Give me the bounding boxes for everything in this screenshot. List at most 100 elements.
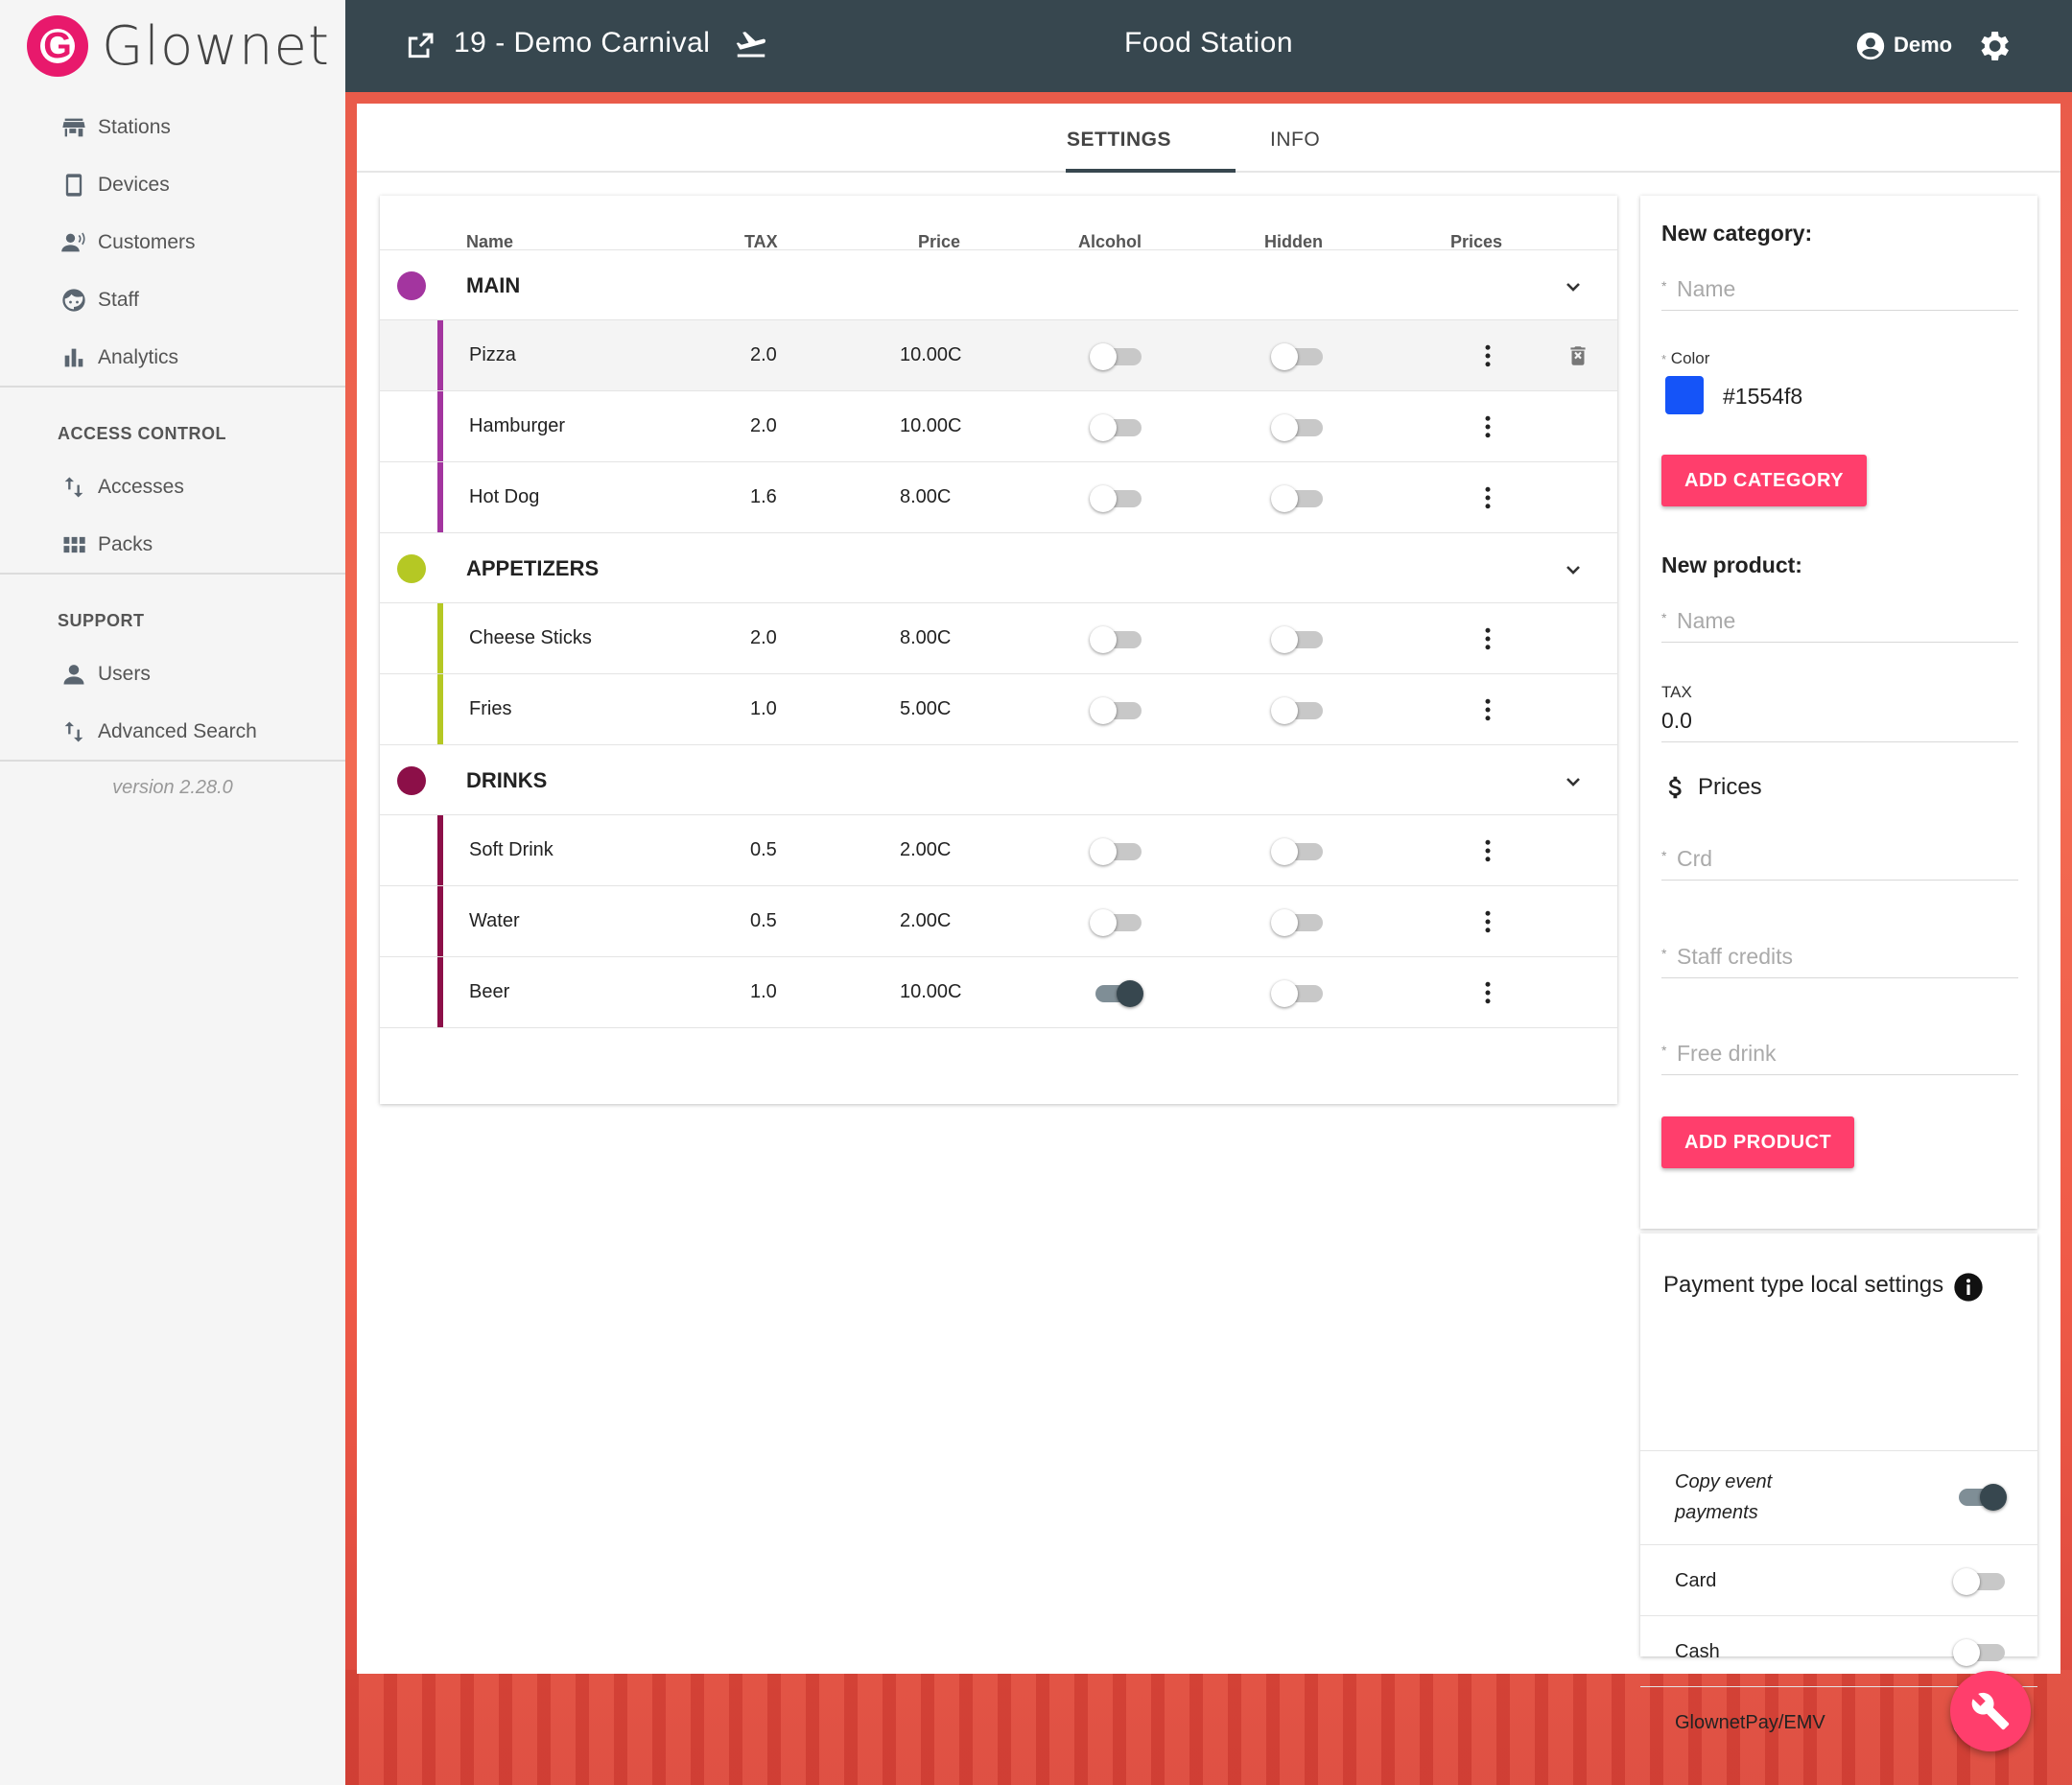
more-vert-icon[interactable] <box>1473 483 1502 512</box>
chevron-down-icon[interactable] <box>1562 275 1585 298</box>
toggle-knob <box>1090 626 1117 653</box>
required-mark: * <box>1661 1043 1667 1058</box>
flight-takeoff-icon[interactable] <box>734 27 768 61</box>
info-icon[interactable] <box>1953 1272 1984 1303</box>
payment-method-toggle[interactable] <box>1953 1639 2007 1666</box>
category-color-dot <box>397 766 426 795</box>
product-row[interactable]: Soft Drink 0.5 2.00C <box>380 814 1617 886</box>
more-vert-icon[interactable] <box>1473 412 1502 441</box>
chevron-down-icon[interactable] <box>1562 770 1585 793</box>
hidden-toggle[interactable] <box>1271 697 1325 724</box>
category-name-field[interactable]: * <box>1661 276 2018 311</box>
color-swatch[interactable] <box>1665 376 1704 414</box>
hidden-toggle[interactable] <box>1271 626 1325 653</box>
product-row[interactable]: Hot Dog 1.6 8.00C <box>380 461 1617 533</box>
sidebar-item-staff[interactable]: Staff <box>59 281 139 319</box>
product-row[interactable]: Water 0.5 2.00C <box>380 885 1617 957</box>
toggle-knob <box>1953 1568 1980 1595</box>
chevron-down-icon[interactable] <box>1562 558 1585 581</box>
user-name[interactable]: Demo <box>1894 33 1953 57</box>
product-row[interactable]: Pizza 2.0 10.00C <box>380 319 1617 391</box>
staff-credits-field[interactable]: * <box>1661 944 2018 978</box>
free-drink-field[interactable]: * <box>1661 1041 2018 1075</box>
event-title[interactable]: 19 - Demo Carnival <box>454 27 711 59</box>
more-vert-icon[interactable] <box>1473 695 1502 724</box>
required-mark: * <box>1661 278 1667 294</box>
gear-icon[interactable] <box>1974 27 2013 65</box>
toggle-knob <box>1090 414 1117 441</box>
tools-fab-button[interactable] <box>1950 1671 2031 1751</box>
copy-event-payments-toggle[interactable] <box>1953 1484 2007 1511</box>
product-row[interactable]: Cheese Sticks 2.0 8.00C <box>380 602 1617 674</box>
brand-logo[interactable]: Glownet <box>27 12 330 81</box>
swap-vertical-icon <box>59 473 88 502</box>
payment-method-label: Card <box>1675 1570 1717 1591</box>
category-color-bar <box>437 886 443 957</box>
sidebar-item-stations[interactable]: Stations <box>59 108 171 147</box>
payment-method-toggle[interactable] <box>1953 1568 2007 1595</box>
payment-method-row: Card <box>1640 1544 2037 1615</box>
hidden-toggle[interactable] <box>1271 980 1325 1007</box>
tax-input[interactable]: 0.0 <box>1661 708 2018 742</box>
delete-icon[interactable] <box>1566 342 1590 369</box>
product-row[interactable]: Hamburger 2.0 10.00C <box>380 390 1617 462</box>
tab-info[interactable]: INFO <box>1270 129 1321 151</box>
free-drink-input[interactable] <box>1661 1041 2018 1074</box>
sidebar-item-customers[interactable]: Customers <box>59 223 196 262</box>
alcohol-toggle[interactable] <box>1090 697 1143 724</box>
sidebar-item-devices[interactable]: Devices <box>59 166 170 204</box>
more-vert-icon[interactable] <box>1473 978 1502 1007</box>
crd-price-input[interactable] <box>1661 846 2018 880</box>
column-header-alcohol[interactable]: Alcohol <box>1078 232 1142 251</box>
sidebar-item-advanced-search[interactable]: Advanced Search <box>59 713 257 751</box>
face-icon <box>59 286 88 315</box>
more-vert-icon[interactable] <box>1473 341 1502 370</box>
sidebar-item-analytics[interactable]: Analytics <box>59 339 178 377</box>
more-vert-icon[interactable] <box>1473 624 1502 653</box>
category-row[interactable]: APPETIZERS <box>380 532 1617 601</box>
version-label: version 2.28.0 <box>112 777 233 798</box>
alcohol-toggle[interactable] <box>1090 343 1143 370</box>
more-vert-icon[interactable] <box>1473 907 1502 936</box>
hidden-toggle[interactable] <box>1271 909 1325 936</box>
sidebar-item-accesses[interactable]: Accesses <box>59 468 184 506</box>
toggle-knob <box>1090 838 1117 865</box>
more-vert-icon[interactable] <box>1473 836 1502 865</box>
color-value[interactable]: #1554f8 <box>1723 384 1803 409</box>
product-row[interactable]: Beer 1.0 10.00C <box>380 956 1617 1028</box>
column-header-tax[interactable]: TAX <box>744 232 778 251</box>
alcohol-toggle[interactable] <box>1090 980 1143 1007</box>
alcohol-toggle[interactable] <box>1090 626 1143 653</box>
hidden-toggle[interactable] <box>1271 343 1325 370</box>
column-header-price[interactable]: Price <box>918 232 961 251</box>
product-row[interactable]: Fries 1.0 5.00C <box>380 673 1617 745</box>
alcohol-toggle[interactable] <box>1090 909 1143 936</box>
product-name-input[interactable] <box>1661 608 2018 642</box>
open-external-icon[interactable] <box>405 31 436 61</box>
column-header-prices[interactable]: Prices <box>1450 232 1503 251</box>
category-color-dot <box>397 271 426 300</box>
staff-credits-input[interactable] <box>1661 944 2018 977</box>
products-table: Name TAX Price Alcohol Hidden Prices MAI… <box>380 196 1617 1104</box>
column-header-hidden[interactable]: Hidden <box>1264 232 1323 251</box>
category-name-input[interactable] <box>1661 276 2018 310</box>
column-header-name[interactable]: Name <box>466 232 514 251</box>
add-product-button[interactable]: ADD PRODUCT <box>1661 1116 1855 1168</box>
category-row[interactable]: MAIN <box>380 249 1617 318</box>
sidebar-item-users[interactable]: Users <box>59 655 151 693</box>
category-color-bar <box>437 815 443 886</box>
payment-settings-title: Payment type local settings <box>1663 1272 1944 1298</box>
account-circle-icon[interactable] <box>1854 30 1887 62</box>
product-name-field[interactable]: * <box>1661 608 2018 643</box>
add-category-button[interactable]: ADD CATEGORY <box>1661 455 1867 506</box>
tab-settings[interactable]: SETTINGS <box>1067 129 1172 151</box>
alcohol-toggle[interactable] <box>1090 414 1143 441</box>
crd-price-field[interactable]: * <box>1661 846 2018 881</box>
alcohol-toggle[interactable] <box>1090 485 1143 512</box>
alcohol-toggle[interactable] <box>1090 838 1143 865</box>
hidden-toggle[interactable] <box>1271 838 1325 865</box>
category-row[interactable]: DRINKS <box>380 744 1617 813</box>
hidden-toggle[interactable] <box>1271 414 1325 441</box>
sidebar-item-packs[interactable]: Packs <box>59 526 153 564</box>
hidden-toggle[interactable] <box>1271 485 1325 512</box>
